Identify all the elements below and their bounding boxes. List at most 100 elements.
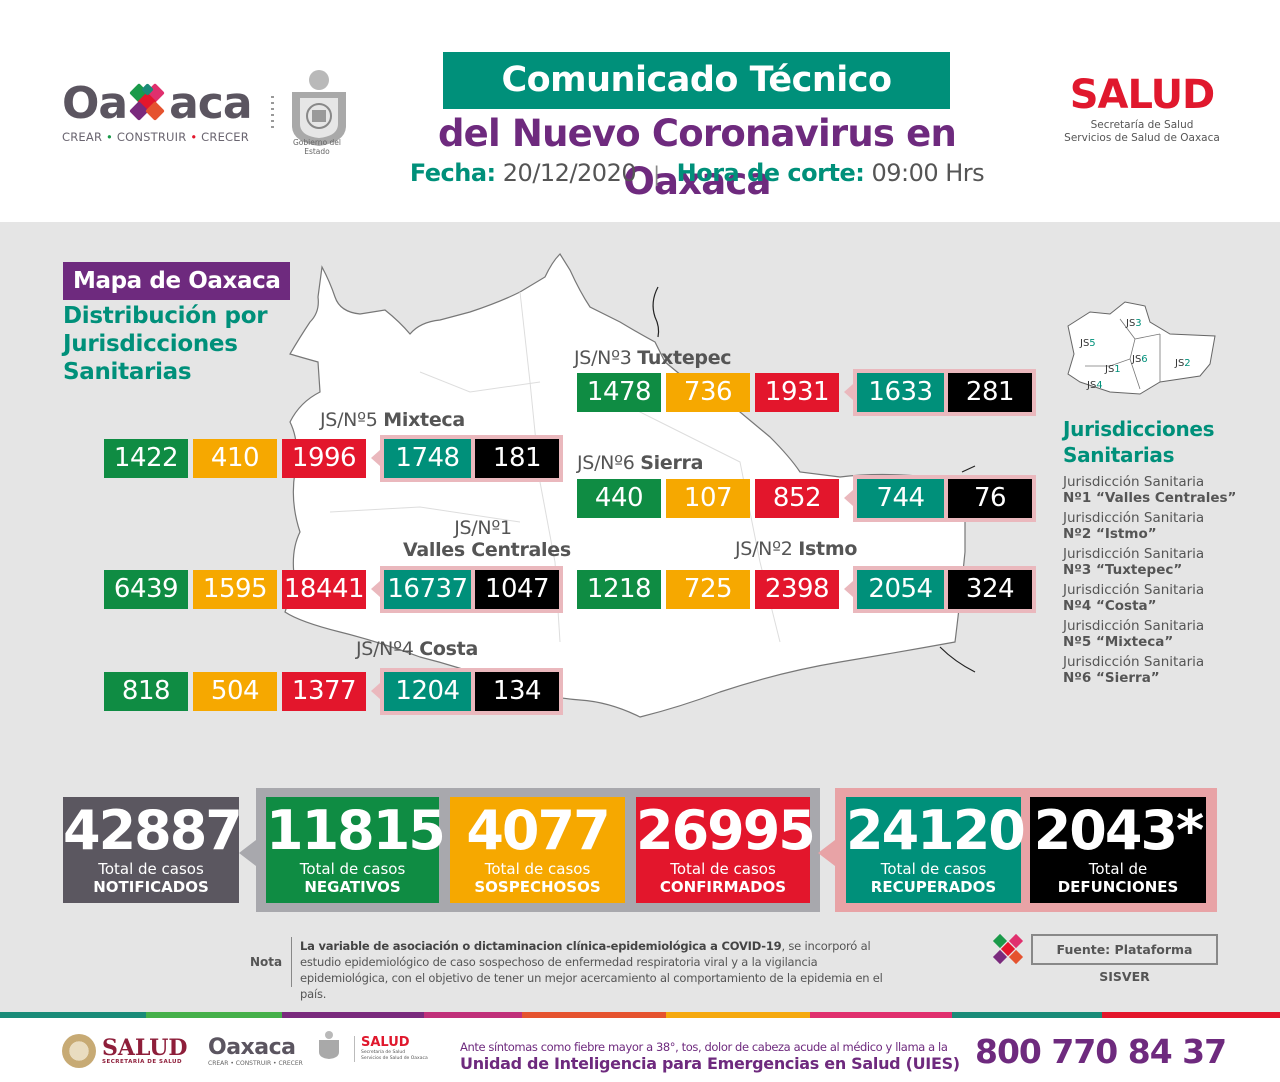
- legend-item: Jurisdicción Sanitaria Nº2 “Istmo”: [1063, 510, 1205, 542]
- note-label: Nota: [250, 955, 283, 969]
- js6-defunciones: 76: [948, 478, 1032, 518]
- note-text: La variable de asociación o dictaminacio…: [300, 939, 883, 1001]
- oaxaca-x-icon: [128, 83, 168, 124]
- gobierno-label: Gobierno del Estado: [293, 138, 341, 156]
- state-shield-icon: [292, 70, 346, 146]
- js4-label: JS/Nº4 Costa: [356, 638, 478, 660]
- js2-defunciones: 324: [948, 569, 1032, 609]
- footer-message-line2: Unidad de Inteligencia para Emergencias …: [460, 1054, 960, 1073]
- logo-divider: [271, 96, 274, 130]
- total-recuperados: 24120 Total de casos RECUPERADOS: [846, 797, 1026, 903]
- svg-text:JS3: JS3: [1125, 318, 1142, 329]
- js1-row: 6439 1595 18441 16737 1047: [104, 565, 563, 613]
- arrow-icon: [818, 840, 835, 866]
- js1-confirmados: 18441: [282, 569, 366, 609]
- footer-phone-number: 800 770 84 37: [975, 1032, 1227, 1071]
- js6-recuperados: 744: [857, 478, 944, 518]
- js4-defunciones: 134: [475, 671, 559, 711]
- salud-logo: SALUD Secretaría de Salud Servicios de S…: [1064, 72, 1220, 144]
- js5-label: JS/Nº5 Mixteca: [320, 409, 465, 431]
- js6-confirmados: 852: [755, 478, 839, 518]
- js2-recuperados: 2054: [857, 569, 944, 609]
- footer-message-line1: Ante síntomas como fiebre mayor a 38°, t…: [460, 1040, 948, 1054]
- js3-defunciones: 281: [948, 372, 1032, 412]
- js4-confirmados: 1377: [282, 671, 366, 711]
- js6-negativos: 440: [577, 478, 661, 518]
- mini-map-icon: JS3 JS5 JS6 JS1 JS2 JS4: [1067, 301, 1216, 395]
- js2-negativos: 1218: [577, 569, 661, 609]
- svg-text:JS5: JS5: [1079, 338, 1096, 349]
- svg-text:JS2: JS2: [1174, 358, 1191, 369]
- title-line-1: Comunicado Técnico Diario: [443, 52, 950, 157]
- note-divider: [291, 937, 292, 987]
- title-line-2: del Nuevo Coronavirus en Oaxaca: [437, 112, 957, 203]
- oaxaca-tagline: CREAR • CONSTRUIR • CRECER: [62, 130, 249, 144]
- footer-salud-state-logo: SALUD Secretaría de Salud Servicios de S…: [354, 1036, 428, 1062]
- js5-negativos: 1422: [104, 438, 188, 478]
- logo-text-left: Oa: [62, 78, 128, 129]
- legend-item: Jurisdicción Sanitaria Nº1 “Valles Centra…: [1063, 474, 1237, 506]
- footer: SALUD SECRETARÍA DE SALUD Oaxaca CREAR •…: [0, 1018, 1280, 1082]
- svg-text:JS4: JS4: [1086, 380, 1103, 391]
- oaxaca-x-icon: [992, 933, 1024, 965]
- state-shield-icon: [319, 1031, 339, 1059]
- js5-row: 1422 410 1996 1748 181: [104, 434, 563, 482]
- js1-sospechosos: 1595: [193, 569, 277, 609]
- js3-recuperados: 1633: [857, 372, 944, 412]
- legend-item: Jurisdicción Sanitaria Nº3 “Tuxtepec”: [1063, 546, 1205, 578]
- js6-row: 440 107 852 744 76: [577, 474, 1036, 522]
- legend-item: Jurisdicción Sanitaria Nº6 “Sierra”: [1063, 654, 1205, 686]
- js4-sospechosos: 504: [193, 671, 277, 711]
- js1-negativos: 6439: [104, 569, 188, 609]
- fecha-label: Fecha:: [409, 159, 496, 187]
- js2-row: 1218 725 2398 2054 324: [577, 565, 1036, 613]
- svg-text:JS6: JS6: [1131, 354, 1148, 365]
- js4-row: 818 504 1377 1204 134: [104, 667, 563, 715]
- js2-sospechosos: 725: [666, 569, 750, 609]
- js1-label: JS/Nº1 Valles Centrales: [403, 517, 571, 561]
- hora-label: Hora de corte:: [676, 159, 865, 187]
- fecha-value: 20/12/2020: [502, 159, 637, 187]
- hora-value: 09:00 Hrs: [871, 159, 985, 187]
- legend-item: Jurisdicción Sanitaria Nº4 “Costa”: [1063, 582, 1205, 614]
- js4-negativos: 818: [104, 671, 188, 711]
- js6-label: JS/Nº6 Sierra: [577, 452, 704, 474]
- footer-salud-federal-logo: SALUD SECRETARÍA DE SALUD: [62, 1034, 188, 1068]
- legend-item: Jurisdicción Sanitaria Nº5 “Mixteca”: [1063, 618, 1205, 650]
- js1-recuperados: 16737: [384, 569, 471, 609]
- js3-sospechosos: 736: [666, 372, 750, 412]
- arrow-icon: [239, 840, 256, 866]
- map-subtitle: Distribución por Jurisdicciones Sanitari…: [63, 303, 268, 385]
- legend-title: Jurisdicciones Sanitarias: [1063, 417, 1215, 467]
- mexico-seal-icon: [62, 1034, 96, 1068]
- main-panel: Mapa de Oaxaca Distribución por Jurisdic…: [0, 222, 1280, 1012]
- js2-label: JS/Nº2 Istmo: [735, 538, 858, 560]
- date-line: Fecha: 20/12/2020 | Hora de corte: 09:00…: [409, 159, 985, 187]
- js5-confirmados: 1996: [282, 438, 366, 478]
- map-title-badge: Mapa de Oaxaca: [63, 262, 291, 300]
- svg-text:JS1: JS1: [1104, 364, 1121, 375]
- total-sospechosos: 4077 Total de casos SOSPECHOSOS: [450, 797, 625, 903]
- js3-label: JS/Nº3 Tuxtepec: [574, 347, 732, 369]
- total-confirmados: 26995 Total de casos CONFIRMADOS: [636, 797, 816, 903]
- footer-oaxaca-logo: Oaxaca CREAR • CONSTRUIR • CRECER: [208, 1035, 303, 1068]
- js1-defunciones: 1047: [475, 569, 559, 609]
- color-stripe: [0, 1012, 1280, 1018]
- js3-row: 1478 736 1931 1633 281: [577, 368, 1036, 416]
- header: Oa aca CREAR • CONSTRUIR • CRECER: [0, 0, 1280, 222]
- source-box: Fuente: Plataforma SISVER: [1031, 934, 1218, 984]
- oaxaca-logo: Oa aca CREAR • CONSTRUIR • CRECER: [62, 78, 262, 145]
- js6-sospechosos: 107: [666, 478, 750, 518]
- total-defunciones: 2043* Total de DEFUNCIONES: [1030, 797, 1206, 903]
- js5-sospechosos: 410: [193, 438, 277, 478]
- js5-defunciones: 181: [475, 438, 559, 478]
- total-negativos: 11815 Total de casos NEGATIVOS: [266, 797, 446, 903]
- logo-text-right: aca: [169, 78, 252, 129]
- legend-list: Jurisdicción Sanitaria Nº1 “Valles Centra…: [1063, 474, 1273, 690]
- js3-negativos: 1478: [577, 372, 661, 412]
- js5-recuperados: 1748: [384, 438, 471, 478]
- js2-confirmados: 2398: [755, 569, 839, 609]
- js4-recuperados: 1204: [384, 671, 471, 711]
- total-notificados: 42887 Total de casos NOTIFICADOS: [63, 797, 243, 903]
